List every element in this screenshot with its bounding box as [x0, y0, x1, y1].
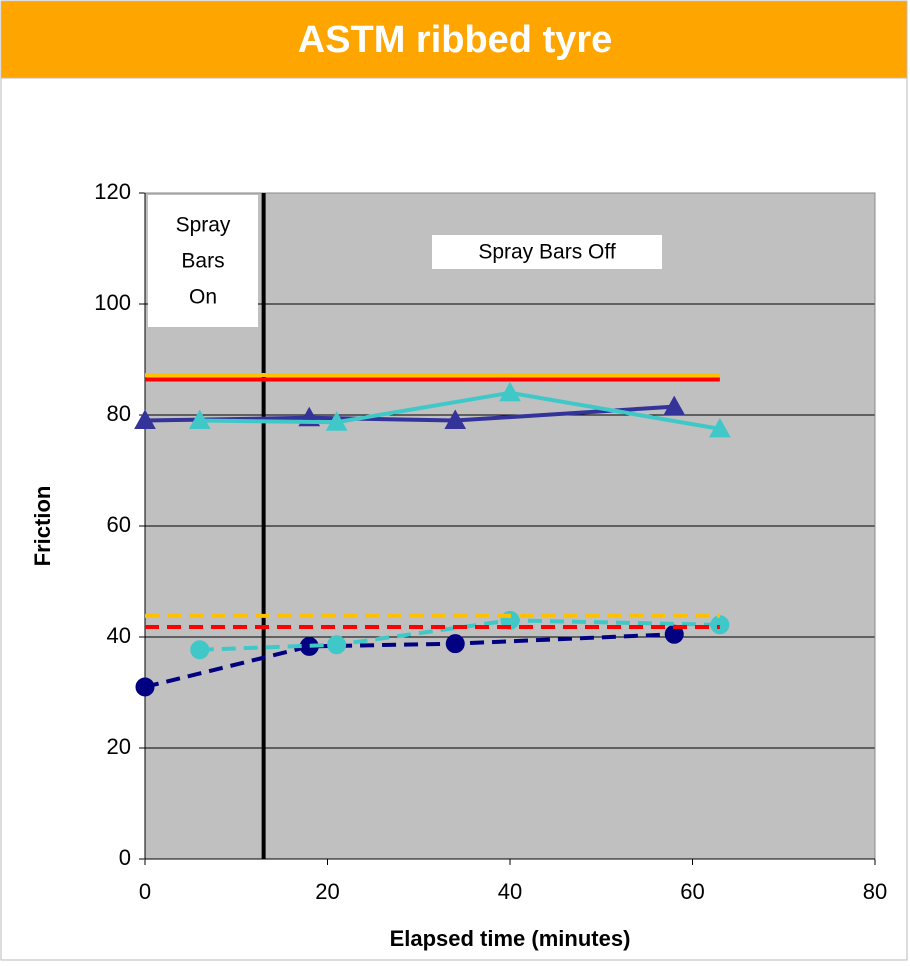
x-tick-label: 40	[498, 879, 522, 904]
annotation: Spray Bars Off	[478, 241, 615, 264]
y-tick-label: 40	[107, 623, 131, 648]
marker	[709, 417, 731, 438]
annotation-box	[432, 235, 662, 269]
marker	[444, 409, 467, 430]
chart-title: ASTM ribbed tyre	[298, 19, 613, 61]
y-axis-label: Friction	[30, 486, 55, 567]
marker	[499, 381, 521, 402]
x-tick-label: 0	[139, 879, 151, 904]
marker	[710, 615, 730, 635]
marker	[327, 635, 347, 655]
annotation: Bars	[181, 250, 224, 273]
x-tick-label: 80	[863, 879, 887, 904]
y-tick-label: 60	[107, 512, 131, 537]
marker	[134, 409, 156, 430]
y-tick-label: 80	[107, 401, 131, 426]
marker	[325, 411, 348, 431]
y-tick-label: 100	[94, 290, 131, 315]
y-tick-label: 120	[94, 179, 131, 204]
header	[0, 0, 908, 79]
x-tick-label: 60	[680, 879, 704, 904]
marker	[190, 640, 210, 660]
marker	[135, 677, 155, 697]
series-line	[144, 632, 675, 689]
series-line	[199, 390, 721, 431]
marker	[188, 409, 211, 430]
y-tick-label: 0	[119, 845, 131, 870]
annotation: Spray	[176, 214, 231, 237]
marker	[663, 395, 686, 416]
annotation: On	[189, 286, 217, 309]
marker	[445, 634, 465, 654]
annotation-box	[148, 195, 258, 327]
y-tick-label: 20	[107, 734, 131, 759]
x-tick-label: 20	[315, 879, 339, 904]
x-axis-label: Elapsed time (minutes)	[390, 926, 631, 951]
series-line	[199, 618, 720, 652]
